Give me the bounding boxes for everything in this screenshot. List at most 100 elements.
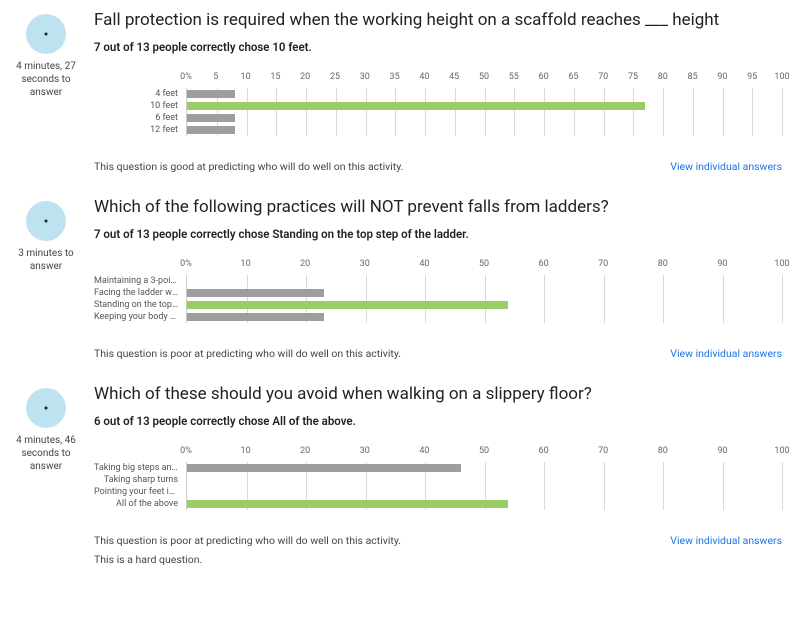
- option-label: 6 feet: [94, 112, 178, 124]
- option-label: Pointing your feet in...: [94, 486, 178, 498]
- question-content: Which of the following practices will NO…: [82, 197, 782, 366]
- axis-tick: 25: [330, 72, 340, 82]
- view-individual-answers-link[interactable]: View individual answers: [670, 534, 782, 547]
- axis-tick: 0%: [180, 72, 192, 82]
- bar-correct: [187, 500, 508, 508]
- axis-tick: 5: [213, 72, 218, 82]
- footer-notes: This question is poor at predicting who …: [94, 534, 401, 572]
- chart-bars: [186, 275, 782, 323]
- axis-tick: 55: [509, 72, 519, 82]
- axis-tick: 0%: [180, 446, 192, 456]
- question-block: 4 minutes, 27 seconds to answerFall prot…: [10, 10, 782, 179]
- bar-row: [187, 88, 782, 100]
- axis-tick: 35: [390, 72, 400, 82]
- axis-tick: 10: [241, 446, 251, 456]
- axis-tick: 50: [479, 446, 489, 456]
- bar: [187, 313, 324, 321]
- bar: [187, 464, 461, 472]
- axis-tick: 85: [688, 72, 698, 82]
- bar-row: [187, 287, 782, 299]
- chart-plot: 0%51015202530354045505560657075808590951…: [186, 72, 782, 136]
- bar-row: [187, 462, 782, 474]
- bar-row: [187, 100, 782, 112]
- time-to-answer: 4 minutes, 46 seconds to answer: [10, 434, 82, 473]
- time-column: 4 minutes, 27 seconds to answer: [10, 10, 82, 179]
- axis-tick: 100: [774, 446, 789, 456]
- bar-row: [187, 299, 782, 311]
- chart-bars: [186, 88, 782, 136]
- question-title: Which of the following practices will NO…: [94, 197, 782, 217]
- chart-labels: Taking big steps and ...Taking sharp tur…: [94, 446, 186, 510]
- axis-tick: 70: [598, 72, 608, 82]
- bar-row: [187, 474, 782, 486]
- view-individual-answers-link[interactable]: View individual answers: [670, 347, 782, 360]
- question-footer: This question is good at predicting who …: [94, 160, 782, 179]
- time-to-answer: 4 minutes, 27 seconds to answer: [10, 60, 82, 99]
- bar: [187, 126, 235, 134]
- option-label: Standing on the top s...: [94, 299, 178, 311]
- question-footer: This question is poor at predicting who …: [94, 534, 782, 572]
- axis-tick: 75: [628, 72, 638, 82]
- chart-plot: 0%102030405060708090100: [186, 259, 782, 323]
- question-summary: 7 out of 13 people correctly chose Stand…: [94, 227, 782, 241]
- axis-tick: 10: [241, 259, 251, 269]
- option-label: Facing the ladder wh...: [94, 287, 178, 299]
- predictor-note: This question is good at predicting who …: [94, 160, 403, 173]
- time-column: 4 minutes, 46 seconds to answer: [10, 384, 82, 572]
- bar-row: [187, 311, 782, 323]
- axis-tick: 65: [568, 72, 578, 82]
- axis-tick: 30: [360, 259, 370, 269]
- question-content: Fall protection is required when the wor…: [82, 10, 782, 179]
- bar: [187, 289, 324, 297]
- axis-tick: 80: [658, 72, 668, 82]
- axis-tick: 20: [300, 259, 310, 269]
- chart-labels: 4 feet10 feet6 feet12 feet: [94, 72, 186, 136]
- axis-tick: 40: [419, 72, 429, 82]
- chart-axis: 0%102030405060708090100: [186, 259, 782, 275]
- chart-axis: 0%102030405060708090100: [186, 446, 782, 462]
- bar-row: [187, 486, 782, 498]
- axis-tick: 20: [300, 446, 310, 456]
- bar-correct: [187, 102, 645, 110]
- bar-row: [187, 275, 782, 287]
- footer-notes: This question is poor at predicting who …: [94, 347, 401, 366]
- gridline: [782, 462, 783, 510]
- question-content: Which of these should you avoid when wal…: [82, 384, 782, 572]
- axis-tick: 90: [717, 446, 727, 456]
- bar-row: [187, 124, 782, 136]
- view-individual-answers-link[interactable]: View individual answers: [670, 160, 782, 173]
- axis-tick: 0%: [180, 259, 192, 269]
- bar-row: [187, 112, 782, 124]
- axis-tick: 45: [449, 72, 459, 82]
- axis-tick: 80: [658, 446, 668, 456]
- option-label: Taking sharp turns: [94, 474, 178, 486]
- option-label: 10 feet: [94, 100, 178, 112]
- question-title: Which of these should you avoid when wal…: [94, 384, 782, 404]
- bar-chart: Maintaining a 3-point...Facing the ladde…: [94, 259, 782, 323]
- clock-icon: [26, 14, 66, 54]
- chart-plot: 0%102030405060708090100: [186, 446, 782, 510]
- axis-tick: 70: [598, 446, 608, 456]
- axis-tick: 15: [270, 72, 280, 82]
- axis-tick: 10: [241, 72, 251, 82]
- axis-tick: 100: [774, 72, 789, 82]
- axis-tick: 40: [419, 259, 429, 269]
- axis-tick: 30: [360, 446, 370, 456]
- question-summary: 7 out of 13 people correctly chose 10 fe…: [94, 40, 782, 54]
- axis-tick: 60: [539, 72, 549, 82]
- predictor-note: This is a hard question.: [94, 553, 401, 566]
- axis-tick: 80: [658, 259, 668, 269]
- bar-correct: [187, 301, 508, 309]
- axis-tick: 100: [774, 259, 789, 269]
- clock-icon: [26, 201, 66, 241]
- question-block: 3 minutes to answer Which of the followin…: [10, 197, 782, 366]
- gridline: [782, 88, 783, 136]
- axis-tick: 90: [717, 259, 727, 269]
- bar-chart: 4 feet10 feet6 feet12 feet0%510152025303…: [94, 72, 782, 136]
- axis-tick: 70: [598, 259, 608, 269]
- chart-bars: [186, 462, 782, 510]
- time-column: 3 minutes to answer: [10, 197, 82, 366]
- axis-tick: 40: [419, 446, 429, 456]
- axis-tick: 20: [300, 72, 310, 82]
- axis-tick: 90: [717, 72, 727, 82]
